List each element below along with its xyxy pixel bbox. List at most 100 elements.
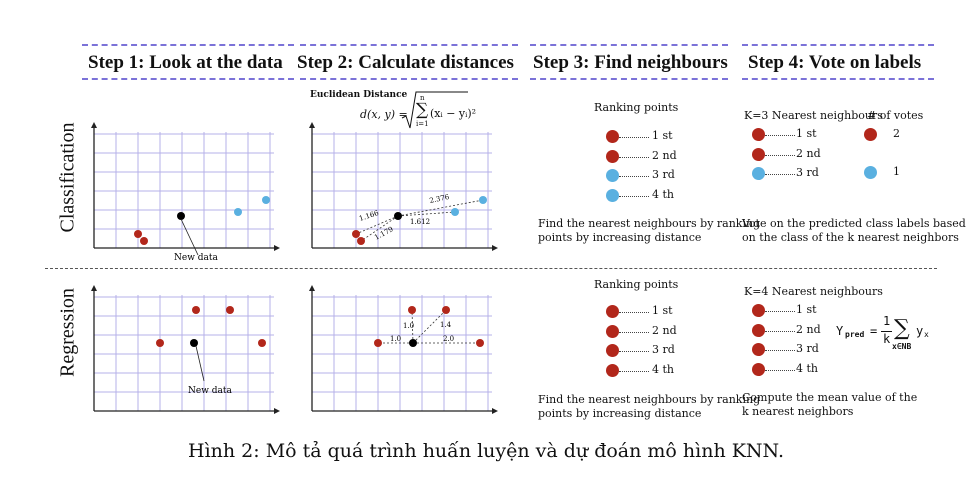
class-step3-dot [606,188,619,202]
class-step3-dot [606,169,619,182]
blue-point [262,196,270,204]
red-point [156,339,164,347]
reg-step4-dot [752,343,765,356]
class-step4-leader [765,154,795,156]
class-step3-title: Ranking points [594,101,679,114]
distance-label: 1.0 [390,335,401,343]
euclidean-sum: ∑ [416,100,429,120]
reg-step4-desc-2: k nearest neighbors [742,405,854,418]
blue-vote-dot [864,166,877,179]
reg-step4-desc-1: Compute the mean value of the [742,391,918,404]
red-point [258,339,266,347]
red-point [408,306,416,314]
reg-step4-title: K=4 Nearest neighbours [744,285,883,298]
class-step4-rank-label: 3 rd [796,166,819,179]
header-bottom-divider-1 [82,78,294,80]
red-point [140,237,148,245]
class-step4-desc-2: on the class of the k nearest neighbors [742,231,959,244]
red-point [357,237,365,245]
class-step3-desc-2: points by increasing distance [538,231,702,244]
class-step4-dot [752,128,765,141]
euclidean-radical [401,91,468,129]
euclidean-sum-top: n [420,94,425,102]
formula-sum-sub: x∈NB [892,342,912,351]
new-data-point [409,339,417,347]
x-axis-arrow [274,408,280,414]
distance-line [397,211,456,217]
reg-step3-rank-label: 3 rd [652,343,675,356]
blue-point [479,196,487,204]
new-data-label: New data [174,253,219,260]
euclidean-sum-bottom: i=1 [416,120,429,128]
reg-step4-dot [752,323,765,337]
reg-step3-desc-2: points by increasing distance [538,407,702,420]
formula-lhs: Y [836,324,844,338]
red-point [192,306,200,314]
distance-line [397,199,484,217]
blue-point [451,208,459,216]
red-point [134,230,142,238]
class-step3-leader [619,195,649,197]
reg-step4-leader [765,350,795,351]
euclidean-term: (xᵢ − yᵢ)² [430,107,477,120]
formula-lhs-sub: pred [845,330,865,339]
reg-step3-dot [606,305,619,318]
class-step3-dot [606,130,619,143]
class-step3-rank-label: 1 st [652,129,673,142]
formula-sum: ∑ [894,316,910,341]
distance-label: 1.0 [403,322,414,330]
new-data-point [394,212,402,220]
class-step4-desc-1: Vote on the predicted class labels based [742,217,966,230]
class-step4-leader [765,135,795,136]
vote-count: 2 [893,127,900,140]
distance-label: 2.0 [443,335,454,343]
euclidean-lhs: d(x, y) = [360,108,408,121]
new-data-point [190,339,198,347]
regression-step2-plot: 1.0 1.4 1.0 2.0 [309,285,498,414]
new-data-label: New data [188,386,233,396]
step2-header: Step 2: Calculate distances [297,52,514,73]
header-bottom-divider-3 [530,78,728,80]
figure-caption: Hình 2: Mô tả quá trình huấn luyện và dự… [188,440,784,462]
reg-step3-rank-label: 4 th [652,362,674,376]
red-point [442,306,450,314]
blue-point [234,208,242,216]
class-step3-leader [619,137,649,138]
classification-step1-plot: New data [91,122,280,260]
red-point [374,339,382,347]
distance-line [411,309,414,344]
reg-step4-rank-label: 2 nd [796,322,821,336]
reg-step3-leader [619,370,649,372]
x-axis-arrow [274,245,280,251]
formula-frac-bottom: k [883,332,891,346]
classification-step2-plot: 2.376 1.166 1.612 1.179 [309,122,498,251]
y-axis-arrow [309,122,315,128]
reg-step3-leader [619,312,649,313]
class-step3-desc-1: Find the nearest neighbours by ranking [538,217,761,230]
reg-step4-dot [752,362,765,376]
formula-frac-bar [881,331,892,332]
reg-step3-leader [619,331,649,333]
class-step3-leader [619,156,649,158]
reg-step3-title: Ranking points [594,278,679,291]
class-step4-dot [752,147,765,161]
votes-title: # of votes [867,109,924,122]
reg-step4-rank-label: 3 rd [796,342,819,355]
reg-step4-leader [765,330,795,332]
x-axis-arrow [492,408,498,414]
class-step4-title: K=3 Nearest neighbours [744,109,883,122]
reg-step4-rank-label: 4 th [796,361,818,375]
red-point [352,230,360,238]
class-step3-rank-label: 3 rd [652,168,675,181]
header-top-divider-3 [530,44,728,46]
euclidean-title: Euclidean Distance [310,90,408,100]
distance-label: 1.179 [373,225,394,241]
reg-step3-dot [606,344,619,357]
distance-label: 2.376 [429,193,451,205]
new-data-pointer [180,218,199,256]
distance-label: 1.612 [410,218,430,226]
y-axis-arrow [309,285,315,291]
formula-term: y [916,324,924,338]
distance-label: 1.166 [358,209,380,223]
y-axis-arrow [91,122,97,128]
